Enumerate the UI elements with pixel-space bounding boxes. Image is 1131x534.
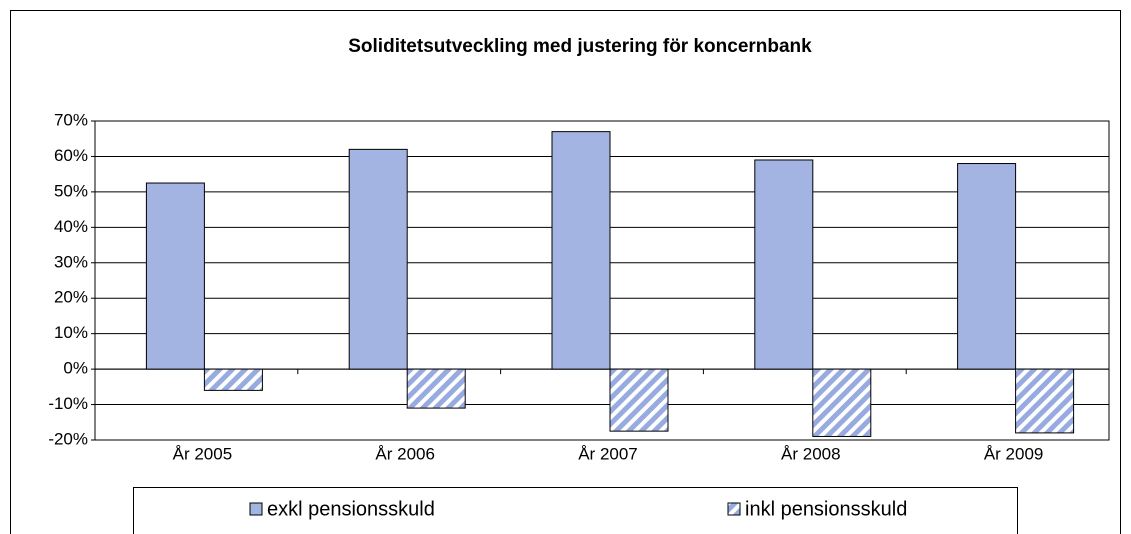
y-tick-label: 40% [54, 217, 88, 236]
bar [406, 368, 466, 409]
legend-label: inkl pensionsskuld [745, 498, 907, 520]
legend-marker [727, 502, 741, 516]
legend-marker [249, 502, 263, 516]
legend [133, 487, 1018, 534]
y-tick-label: 50% [54, 181, 88, 200]
y-tick-label: 0% [63, 359, 88, 378]
bar [203, 368, 263, 391]
plot-border [94, 120, 1110, 441]
x-tick-label: År 2008 [781, 444, 841, 463]
y-tick-label: 10% [54, 323, 88, 342]
x-tick-label: År 2007 [578, 444, 638, 463]
y-tick-label: -10% [48, 394, 88, 413]
x-tick-label: År 2009 [984, 444, 1044, 463]
bar [609, 368, 669, 432]
y-tick-label: 60% [54, 146, 88, 165]
y-tick-label: -20% [48, 429, 88, 448]
legend-label: exkl pensionsskuld [267, 498, 435, 520]
y-tick-label: 70% [54, 110, 88, 129]
bar [551, 131, 611, 370]
y-tick-label: 20% [54, 288, 88, 307]
bar [145, 182, 205, 370]
y-tick-label: 30% [54, 252, 88, 271]
bar [812, 368, 872, 437]
bar [957, 163, 1017, 370]
chart-title: Soliditetsutveckling med justering för k… [348, 36, 812, 57]
bar [348, 148, 408, 370]
bar [754, 159, 814, 370]
x-tick-label: År 2005 [173, 444, 233, 463]
x-tick-label: År 2006 [375, 444, 435, 463]
bar [1015, 368, 1075, 434]
